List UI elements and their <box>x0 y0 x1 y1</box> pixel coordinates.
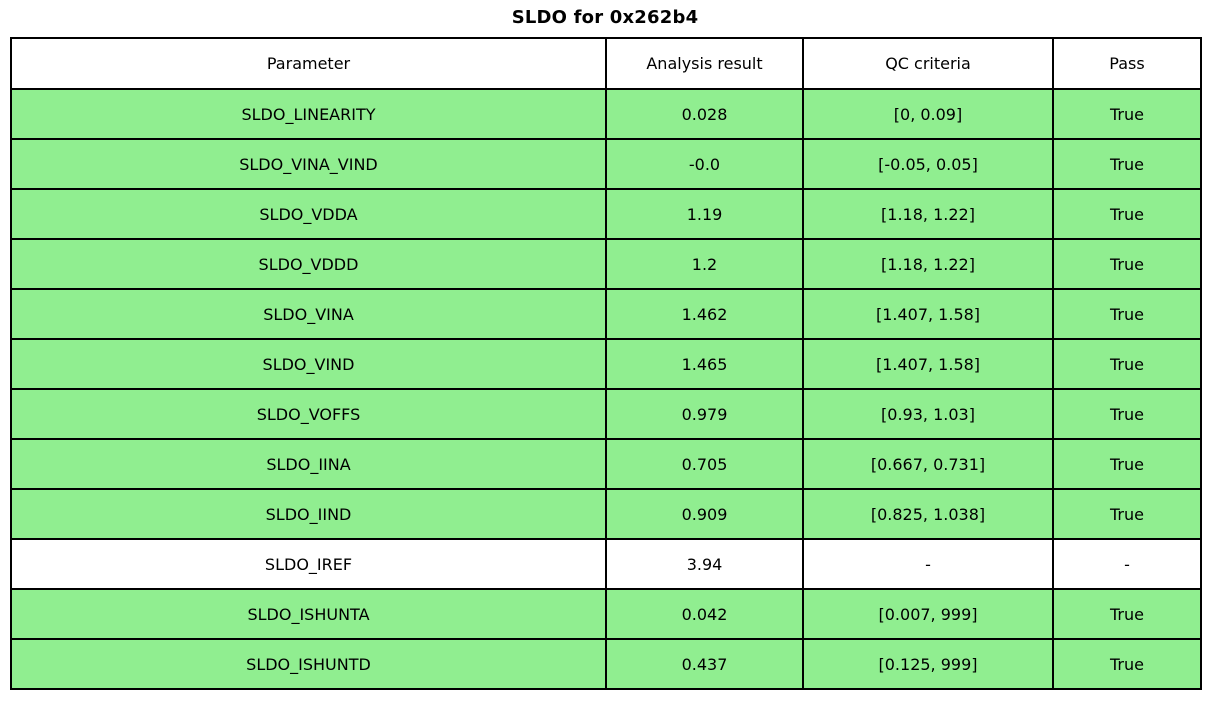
analysis-result-cell: 1.19 <box>605 188 804 240</box>
parameter-name-cell: SLDO_VOFFS <box>10 388 607 440</box>
column-header-pass: Pass <box>1052 37 1202 90</box>
qc-criteria-cell: - <box>802 538 1054 590</box>
pass-value-cell: - <box>1052 538 1202 590</box>
header-row: Parameter Analysis result QC criteria Pa… <box>10 37 1202 90</box>
analysis-result-cell: 0.437 <box>605 638 804 690</box>
pass-value-cell: True <box>1052 288 1202 340</box>
parameter-name-cell: SLDO_LINEARITY <box>10 88 607 140</box>
parameter-name-cell: SLDO_VINA_VIND <box>10 138 607 190</box>
analysis-result-cell: 1.465 <box>605 338 804 390</box>
column-header-parameter: Parameter <box>10 37 607 90</box>
table-row: SLDO_VINA_VIND -0.0 [-0.05, 0.05] True <box>10 138 1202 190</box>
analysis-result-cell: 0.705 <box>605 438 804 490</box>
table-row: SLDO_VDDD 1.2 [1.18, 1.22] True <box>10 238 1202 290</box>
qc-criteria-cell: [0, 0.09] <box>802 88 1054 140</box>
column-header-qc-criteria: QC criteria <box>802 37 1054 90</box>
pass-value-cell: True <box>1052 88 1202 140</box>
parameter-name-cell: SLDO_VINA <box>10 288 607 340</box>
table-row: SLDO_IREF 3.94- - <box>10 538 1202 590</box>
analysis-result-cell: 3.94 <box>605 538 804 590</box>
table-row: SLDO_IIND 0.909 [0.825, 1.038] True <box>10 488 1202 540</box>
table-header: Parameter Analysis result QC criteria Pa… <box>10 37 1202 90</box>
pass-value-cell: True <box>1052 438 1202 490</box>
table-row: SLDO_VINA 1.462 [1.407, 1.58] True <box>10 288 1202 340</box>
page-title: SLDO for 0x262b4 <box>511 7 699 28</box>
parameter-name-cell: SLDO_VDDD <box>10 238 607 290</box>
table-row: SLDO_ISHUNTA 0.042 [0.007, 999] True <box>10 588 1202 640</box>
qc-criteria-cell: [1.18, 1.22] <box>802 238 1054 290</box>
qc-criteria-cell: [0.125, 999] <box>802 638 1054 690</box>
analysis-result-cell: 0.028 <box>605 88 804 140</box>
pass-value-cell: True <box>1052 238 1202 290</box>
qc-criteria-cell: [1.18, 1.22] <box>802 188 1054 240</box>
table-row: SLDO_ISHUNTD 0.437 [0.125, 999] True <box>10 638 1202 690</box>
qc-criteria-cell: [0.825, 1.038] <box>802 488 1054 540</box>
analysis-result-cell: 1.462 <box>605 288 804 340</box>
analysis-result-cell: 0.042 <box>605 588 804 640</box>
parameter-name-cell: SLDO_IINA <box>10 438 607 490</box>
table-row: SLDO_IINA 0.705 [0.667, 0.731] True <box>10 438 1202 490</box>
pass-value-cell: True <box>1052 338 1202 390</box>
pass-value-cell: True <box>1052 188 1202 240</box>
qc-criteria-cell: [-0.05, 0.05] <box>802 138 1054 190</box>
parameter-name-cell: SLDO_VIND <box>10 338 607 390</box>
analysis-result-cell: 1.2 <box>605 238 804 290</box>
table-row: SLDO_VDDA 1.19 [1.18, 1.22] True <box>10 188 1202 240</box>
pass-value-cell: True <box>1052 388 1202 440</box>
analysis-result-cell: -0.0 <box>605 138 804 190</box>
table-body: SLDO_LINEARITY 0.028 [0, 0.09] True SLDO_VIN… <box>10 88 1202 690</box>
parameter-name-cell: SLDO_ISHUNTA <box>10 588 607 640</box>
parameter-name-cell: SLDO_IIND <box>10 488 607 540</box>
pass-value-cell: True <box>1052 488 1202 540</box>
pass-value-cell: True <box>1052 638 1202 690</box>
qc-criteria-cell: [1.407, 1.58] <box>802 288 1054 340</box>
qc-criteria-cell: [0.007, 999] <box>802 588 1054 640</box>
analysis-result-cell: 0.909 <box>605 488 804 540</box>
qc-criteria-cell: [0.667, 0.731] <box>802 438 1054 490</box>
column-header-analysis-result: Analysis result <box>605 37 804 90</box>
parameter-name-cell: SLDO_ISHUNTD <box>10 638 607 690</box>
table-row: SLDO_VOFFS 0.979 [0.93, 1.03] True <box>10 388 1202 440</box>
analysis-result-cell: 0.979 <box>605 388 804 440</box>
table-row: SLDO_LINEARITY 0.028 [0, 0.09] True <box>10 88 1202 140</box>
table-row: SLDO_VIND 1.465 [1.407, 1.58] True <box>10 338 1202 390</box>
parameter-name-cell: SLDO_IREF <box>10 538 607 590</box>
pass-value-cell: True <box>1052 138 1202 190</box>
parameter-name-cell: SLDO_VDDA <box>10 188 607 240</box>
qc-criteria-cell: [1.407, 1.58] <box>802 338 1054 390</box>
pass-value-cell: True <box>1052 588 1202 640</box>
qc-criteria-cell: [0.93, 1.03] <box>802 388 1054 440</box>
qc-results-table: Parameter Analysis result QC criteria Pa… <box>10 37 1202 690</box>
